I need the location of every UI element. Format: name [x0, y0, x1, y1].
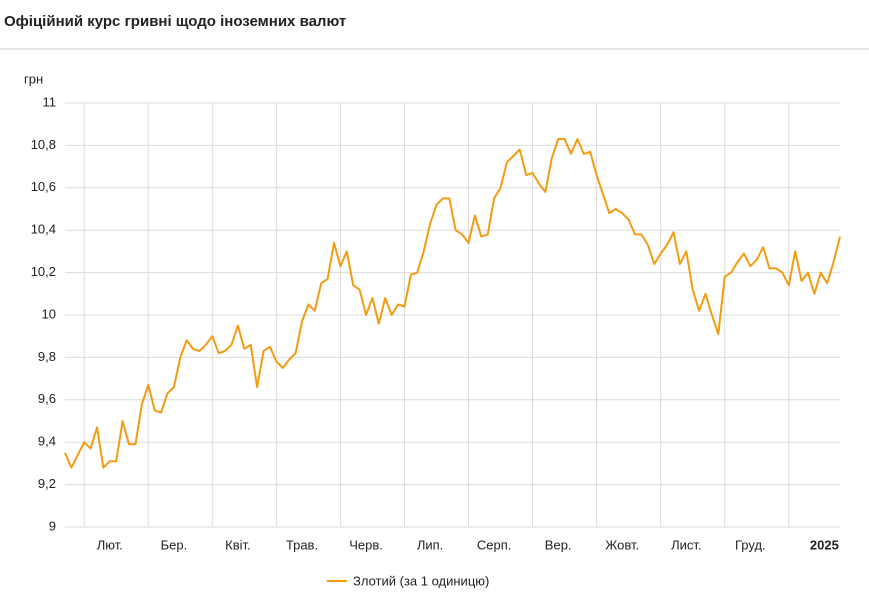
y-tick-label: 10,8	[31, 137, 56, 152]
x-tick-label: Жовт.	[605, 537, 639, 552]
x-tick-label: Вер.	[545, 537, 572, 552]
y-tick-label: 9,4	[38, 434, 56, 449]
y-tick-label: 11	[43, 94, 57, 109]
y-tick-label: 9,6	[38, 391, 56, 406]
y-tick-label: 9,8	[38, 349, 56, 364]
x-tick-label: Лют.	[97, 537, 123, 552]
x-tick-label: Груд.	[735, 537, 766, 552]
chart-title: Офіційний курс гривні щодо іноземних вал…	[4, 13, 346, 30]
x-tick-label: Бер.	[161, 537, 188, 552]
x-tick-label: Трав.	[286, 537, 318, 552]
y-tick-label: 10,2	[31, 264, 56, 279]
y-tick-label: 10	[42, 306, 56, 321]
y-axis-label: грн	[24, 71, 43, 86]
y-tick-label: 10,4	[31, 222, 56, 237]
data-line	[64, 138, 841, 469]
x-tick-label: Черв.	[349, 537, 383, 552]
x-tick-label: Серп.	[477, 537, 512, 552]
x-tick-label: Квіт.	[225, 537, 251, 552]
legend-label: Злотий (за 1 одиницю)	[353, 573, 489, 588]
y-tick-label: 9	[49, 518, 56, 533]
x-tick-label: Лип.	[417, 537, 443, 552]
x-tick-label: 2025	[810, 537, 839, 552]
y-tick-label: 10,6	[31, 179, 56, 194]
separator	[0, 48, 869, 50]
y-tick-label: 9,2	[38, 476, 56, 491]
x-tick-label: Лист.	[671, 537, 701, 552]
